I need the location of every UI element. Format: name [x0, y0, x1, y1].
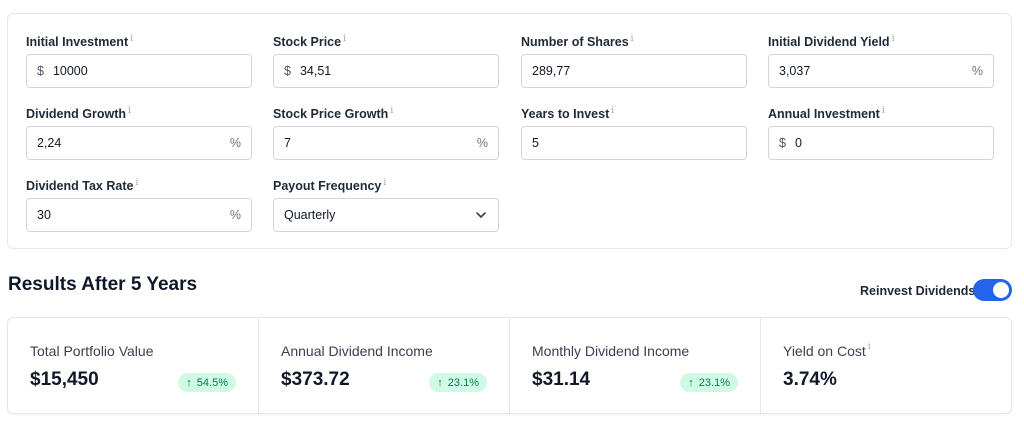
percent-suffix: %	[476, 136, 488, 150]
info-icon[interactable]: i	[135, 178, 139, 188]
initial-dividend-yield-field: Initial Dividend Yield i 3,037 %	[768, 34, 994, 88]
currency-prefix: $	[284, 64, 291, 78]
dividend-growth-field: Dividend Growth i 2,24 %	[26, 106, 252, 160]
info-icon[interactable]: i	[611, 106, 615, 116]
payout-frequency-label: Payout Frequency	[273, 179, 382, 193]
years-to-invest-value[interactable]: 5	[532, 136, 539, 150]
payout-frequency-field: Payout Frequency i Quarterly	[273, 178, 499, 232]
stat-value: $373.72	[281, 369, 350, 390]
results-summary: Total Portfolio Value $15,450 ↑ 54.5% An…	[7, 317, 1012, 414]
arrow-up-icon: ↑	[437, 376, 443, 389]
stock-price-label: Stock Price	[273, 35, 342, 49]
info-icon[interactable]: i	[891, 34, 895, 44]
info-icon[interactable]: i	[383, 178, 387, 188]
info-icon[interactable]: i	[630, 34, 634, 44]
change-value: 23.1%	[447, 376, 479, 389]
arrow-up-icon: ↑	[688, 376, 694, 389]
stat-yield-on-cost: Yield on Cost i 3.74%	[761, 318, 1011, 413]
stat-label: Annual Dividend Income	[281, 343, 433, 359]
change-value: 23.1%	[698, 376, 730, 389]
stat-label: Yield on Cost	[783, 343, 866, 359]
initial-dividend-yield-value[interactable]: 3,037	[779, 64, 811, 78]
initial-investment-label: Initial Investment	[26, 35, 129, 49]
number-of-shares-field: Number of Shares i 289,77	[521, 34, 747, 88]
stat-monthly-dividend-income: Monthly Dividend Income $31.14 ↑ 23.1%	[510, 318, 761, 413]
change-badge: ↑ 23.1%	[680, 373, 738, 392]
years-to-invest-input[interactable]: 5	[521, 126, 747, 160]
annual-investment-label: Annual Investment	[768, 107, 880, 121]
dividend-growth-input[interactable]: 2,24 %	[26, 126, 252, 160]
info-icon[interactable]: i	[881, 106, 885, 116]
stock-price-growth-value[interactable]: 7	[284, 136, 291, 150]
info-icon[interactable]: i	[867, 342, 871, 352]
percent-suffix: %	[229, 136, 241, 150]
currency-prefix: $	[37, 64, 44, 78]
change-value: 54.5%	[196, 376, 228, 389]
arrow-up-icon: ↑	[186, 376, 192, 389]
stock-price-field: Stock Price i $ 34,51	[273, 34, 499, 88]
payout-frequency-select[interactable]: Quarterly	[273, 198, 499, 232]
number-of-shares-value[interactable]: 289,77	[532, 64, 571, 78]
info-icon[interactable]: i	[390, 106, 394, 116]
years-to-invest-label: Years to Invest	[521, 107, 610, 121]
initial-dividend-yield-label: Initial Dividend Yield	[768, 35, 890, 49]
number-of-shares-label: Number of Shares	[521, 35, 629, 49]
reinvest-dividends-label: Reinvest Dividends	[860, 284, 976, 298]
initial-dividend-yield-input[interactable]: 3,037 %	[768, 54, 994, 88]
calculator-form: Initial Investment i $ 10000 Stock Price…	[7, 13, 1012, 249]
info-icon[interactable]: i	[343, 34, 346, 44]
dividend-growth-label: Dividend Growth	[26, 107, 126, 121]
stat-label: Total Portfolio Value	[30, 343, 154, 359]
change-badge: ↑ 23.1%	[429, 373, 487, 392]
percent-suffix: %	[229, 208, 241, 222]
currency-prefix: $	[779, 136, 786, 150]
stat-value: $31.14	[532, 369, 591, 390]
stat-label: Monthly Dividend Income	[532, 343, 690, 359]
years-to-invest-field: Years to Invest i 5	[521, 106, 747, 160]
stock-price-growth-input[interactable]: 7 %	[273, 126, 499, 160]
info-icon[interactable]: i	[128, 106, 131, 116]
results-title: Results After 5 Years	[8, 274, 198, 295]
dividend-tax-rate-input[interactable]: 30 %	[26, 198, 252, 232]
initial-investment-value[interactable]: 10000	[52, 64, 88, 78]
stat-value: $15,450	[30, 369, 99, 390]
payout-frequency-selected[interactable]: Quarterly	[284, 208, 336, 222]
reinvest-dividends-toggle[interactable]	[973, 279, 1012, 301]
stock-price-growth-label: Stock Price Growth	[273, 107, 389, 121]
annual-investment-input[interactable]: $ 0	[768, 126, 994, 160]
dividend-tax-rate-field: Dividend Tax Rate i 30 %	[26, 178, 252, 232]
stat-annual-dividend-income: Annual Dividend Income $373.72 ↑ 23.1%	[259, 318, 510, 413]
stock-price-value[interactable]: 34,51	[299, 64, 332, 78]
annual-investment-value[interactable]: 0	[794, 136, 802, 150]
toggle-knob	[993, 282, 1009, 298]
change-badge: ↑ 54.5%	[178, 373, 236, 392]
dividend-growth-value[interactable]: 2,24	[37, 136, 62, 150]
initial-investment-input[interactable]: $ 10000	[26, 54, 252, 88]
number-of-shares-input[interactable]: 289,77	[521, 54, 747, 88]
stock-price-growth-field: Stock Price Growth i 7 %	[273, 106, 499, 160]
chevron-down-icon[interactable]	[474, 208, 488, 222]
dividend-tax-rate-value[interactable]: 30	[37, 208, 51, 222]
stat-total-portfolio-value: Total Portfolio Value $15,450 ↑ 54.5%	[8, 318, 259, 413]
dividend-tax-rate-label: Dividend Tax Rate	[26, 179, 134, 193]
initial-investment-field: Initial Investment i $ 10000	[26, 34, 252, 88]
annual-investment-field: Annual Investment i $ 0	[768, 106, 994, 160]
info-icon[interactable]: i	[130, 34, 133, 44]
stat-value: 3.74%	[783, 369, 837, 390]
stock-price-input[interactable]: $ 34,51	[273, 54, 499, 88]
percent-suffix: %	[971, 64, 983, 78]
